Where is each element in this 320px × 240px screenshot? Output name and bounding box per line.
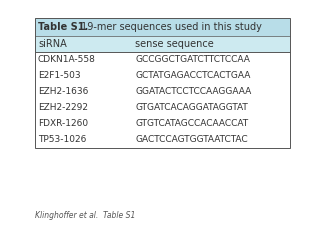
Text: EZH2-1636: EZH2-1636 xyxy=(38,88,88,96)
Bar xyxy=(35,18,290,148)
Text: siRNA: siRNA xyxy=(38,39,67,49)
Text: GGATACTCCTCCAAGGAAA: GGATACTCCTCCAAGGAAA xyxy=(135,88,251,96)
Text: E2F1-503: E2F1-503 xyxy=(38,72,81,80)
Bar xyxy=(35,84,290,100)
Bar xyxy=(35,132,290,148)
Text: CDKN1A-558: CDKN1A-558 xyxy=(38,55,96,65)
Text: FDXR-1260: FDXR-1260 xyxy=(38,120,88,128)
Bar xyxy=(35,36,290,52)
Text: GTGATCACAGGATAGGTAT: GTGATCACAGGATAGGTAT xyxy=(135,103,248,113)
Text: Klinghoffer et al.  Table S1: Klinghoffer et al. Table S1 xyxy=(35,210,135,220)
Text: GCTATGAGACCTCACTGAA: GCTATGAGACCTCACTGAA xyxy=(135,72,250,80)
Text: EZH2-2292: EZH2-2292 xyxy=(38,103,88,113)
Text: GCCGGCTGATCTTCTCCAA: GCCGGCTGATCTTCTCCAA xyxy=(135,55,250,65)
Text: Table S1.: Table S1. xyxy=(38,22,88,32)
Bar xyxy=(35,18,290,36)
Text: sense sequence: sense sequence xyxy=(135,39,214,49)
Bar xyxy=(35,52,290,68)
Bar xyxy=(35,116,290,132)
Text: 19-mer sequences used in this study: 19-mer sequences used in this study xyxy=(78,22,262,32)
Bar xyxy=(35,100,290,116)
Text: TP53-1026: TP53-1026 xyxy=(38,136,86,144)
Text: GTGTCATAGCCACAACCAT: GTGTCATAGCCACAACCAT xyxy=(135,120,248,128)
Bar xyxy=(35,68,290,84)
Text: GACTCCAGTGGTAATCTAC: GACTCCAGTGGTAATCTAC xyxy=(135,136,248,144)
